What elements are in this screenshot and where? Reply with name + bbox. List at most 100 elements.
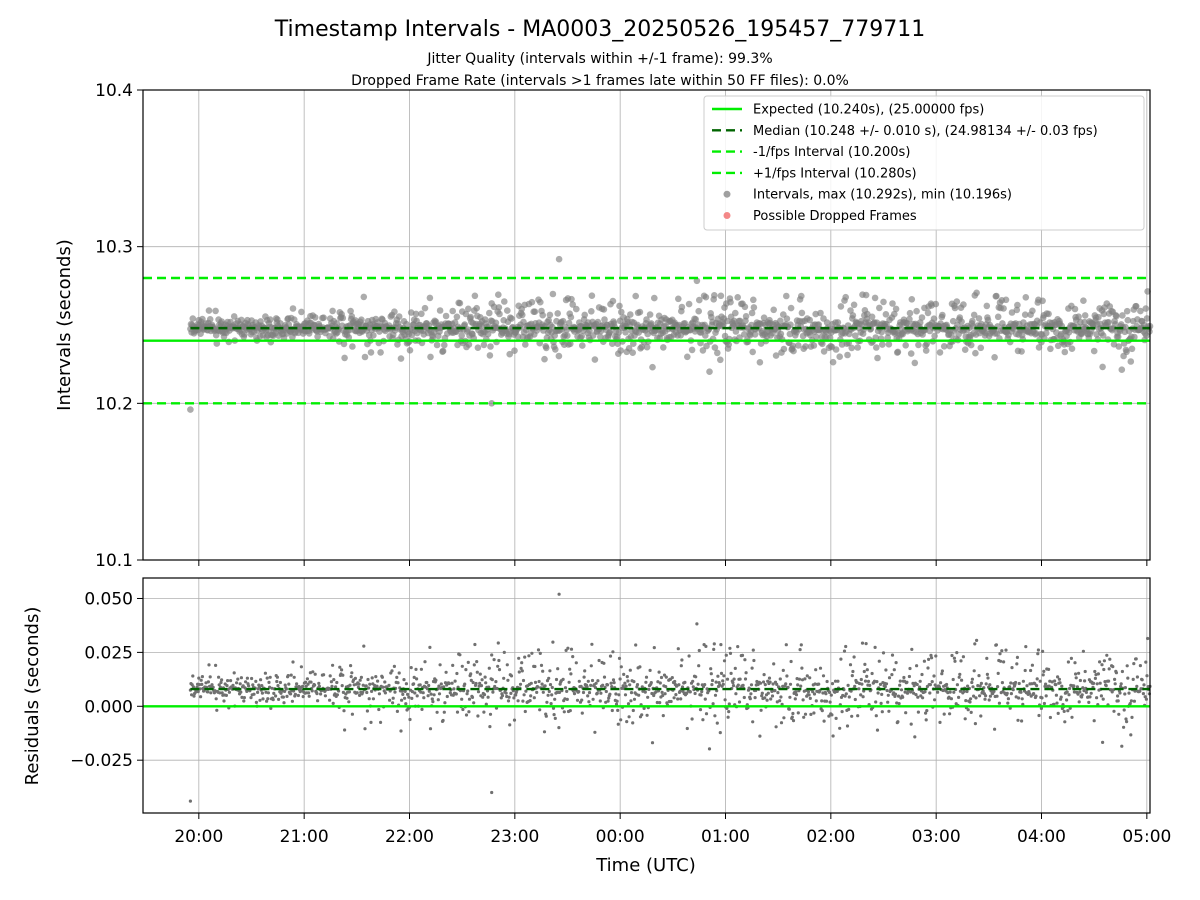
residual-point: [466, 660, 470, 665]
residual-point: [460, 697, 464, 701]
interval-point: [473, 304, 481, 312]
residual-point: [942, 712, 946, 716]
residual-point: [563, 697, 567, 701]
interval-point: [1144, 288, 1151, 295]
residual-point: [609, 681, 613, 685]
residual-point: [738, 677, 742, 681]
residual-point: [808, 696, 812, 701]
residual-point: [418, 683, 422, 687]
interval-point: [958, 318, 965, 326]
residual-point: [289, 692, 293, 696]
interval-point: [1035, 344, 1043, 351]
residual-point: [290, 699, 294, 703]
residual-point: [437, 692, 442, 696]
interval-point: [820, 348, 828, 355]
residual-point: [791, 711, 795, 716]
residual-point: [484, 702, 488, 706]
residual-point: [1048, 715, 1052, 720]
residual-point: [375, 684, 379, 688]
interval-point: [537, 298, 544, 306]
residual-point: [971, 685, 975, 689]
interval-point: [787, 304, 795, 312]
residual-point: [749, 692, 753, 696]
interval-point: [563, 326, 570, 334]
residual-point: [1099, 694, 1103, 698]
residual-point: [276, 684, 280, 688]
residual-point: [712, 642, 716, 646]
interval-point: [742, 313, 750, 320]
residual-point: [1047, 667, 1051, 672]
residual-point: [466, 689, 470, 693]
residual-point: [547, 689, 551, 694]
interval-point: [643, 316, 650, 323]
residual-point: [951, 677, 955, 682]
residual-point: [722, 659, 727, 663]
residual-point: [895, 701, 899, 705]
residual-point: [806, 690, 811, 694]
interval-point: [609, 297, 617, 305]
interval-point: [711, 292, 718, 299]
interval-point: [924, 309, 932, 317]
residual-point: [827, 690, 832, 695]
interval-point: [349, 343, 356, 350]
residual-point: [631, 721, 635, 725]
residual-point: [502, 676, 506, 680]
residual-point: [204, 681, 208, 685]
residual-point: [305, 677, 309, 681]
interval-point: [488, 400, 496, 407]
residual-point: [697, 648, 701, 653]
residual-point: [521, 699, 525, 703]
residual-point: [962, 689, 966, 694]
interval-point: [783, 292, 790, 300]
residual-point: [523, 655, 527, 659]
interval-point: [823, 319, 831, 326]
residual-point: [611, 678, 616, 682]
residual-point: [365, 690, 369, 695]
residual-point: [604, 700, 608, 704]
residual-point: [199, 678, 203, 682]
residual-point: [249, 696, 253, 700]
residual-point: [608, 692, 612, 696]
residual-point: [577, 690, 581, 694]
residual-point: [574, 661, 578, 665]
residual-point: [961, 655, 966, 659]
residual-point: [500, 694, 505, 698]
residual-point: [357, 682, 361, 686]
residual-point: [442, 710, 446, 714]
residual-point: [477, 684, 481, 688]
interval-point: [361, 353, 369, 361]
residual-point: [352, 683, 356, 687]
residual-point: [582, 675, 586, 679]
residual-point: [476, 690, 481, 694]
residual-point: [755, 679, 759, 684]
interval-point: [345, 334, 353, 341]
interval-point: [1075, 313, 1082, 321]
interval-point: [725, 341, 732, 348]
interval-point: [1127, 358, 1135, 365]
residual-point: [788, 682, 793, 686]
residual-point: [952, 690, 956, 694]
residual-point: [966, 708, 970, 712]
residual-point: [334, 685, 338, 689]
residual-point: [304, 680, 308, 684]
residual-point: [369, 720, 373, 725]
interval-point: [798, 292, 805, 300]
residual-point: [649, 681, 653, 685]
residual-point: [812, 711, 816, 715]
residual-point: [370, 689, 374, 694]
interval-point: [969, 317, 976, 325]
residual-point: [429, 692, 433, 696]
residual-point: [795, 677, 799, 681]
interval-point: [880, 298, 887, 306]
residual-point: [465, 692, 469, 696]
residual-point: [904, 711, 908, 715]
top-ytick-label: 10.1: [95, 551, 133, 571]
interval-point: [977, 344, 985, 352]
residual-point: [1021, 679, 1025, 683]
residual-point: [289, 673, 293, 677]
residual-point: [955, 651, 959, 655]
interval-point: [555, 352, 563, 360]
residual-point: [1103, 680, 1107, 684]
residual-point: [1133, 689, 1137, 693]
residual-point: [359, 675, 363, 680]
